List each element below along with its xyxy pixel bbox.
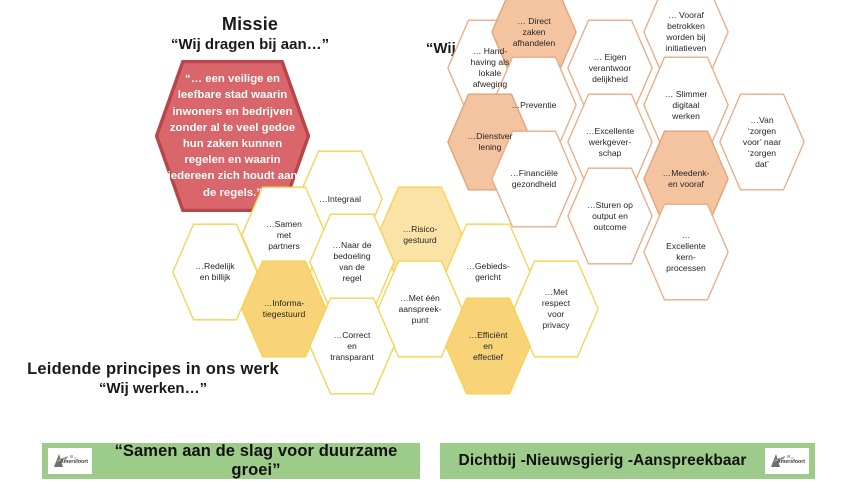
svg-text:Amersfoort: Amersfoort	[777, 459, 805, 465]
visie-hexagon-label: …Excellente werkgever- schap	[585, 125, 635, 158]
visie-hexagon-label: … Eigen verantwoor delijkheid	[588, 51, 632, 84]
principes-subtitle: “Wij werken…”	[98, 379, 208, 397]
visie-hexagon-label: … Hand- having als lokale afweging	[470, 46, 510, 89]
amersfoort-logo-icon: Amersfoort	[48, 448, 92, 474]
visie-hexagon-label: …Financiële gezondheid	[510, 168, 558, 189]
banner-right: Dichtbij -Nieuwsgierig -Aanspreekbaar Am…	[440, 443, 815, 479]
visie-hexagon: … Eigen verantwoor delijkheid	[567, 19, 653, 117]
principe-hexagon-label: …Met respect voor privacy	[541, 287, 571, 330]
visie-hexagon: … Excellente kern- processen	[643, 203, 729, 301]
missie-title: Missie	[221, 14, 279, 34]
visie-hexagon-label: … Direct zaken afhandelen	[512, 15, 556, 48]
visie-hexagon: … Slimmer digitaal werken	[643, 56, 729, 154]
visie-hexagon-label: …Dienstver lening	[467, 131, 513, 152]
visie-hexagon-label: … Slimmer digitaal werken	[664, 88, 708, 121]
principe-hexagon-label: …Gebieds- gericht	[466, 261, 510, 282]
visie-hexagon-label: … Vooraf betrokken worden bij initiatiev…	[665, 10, 707, 53]
banner-left-text: “Samen aan de slag voor duurzame groei”	[114, 442, 398, 479]
visie-hexagon: …Financiële gezondheid	[491, 130, 577, 228]
visie-hexagon-label: …Van ‘zorgen voor’ naar ‘zorgen dat’	[742, 114, 782, 169]
principe-hexagon-label: …Risico- gestuurd	[402, 224, 438, 245]
mission-statement-hexagon: “… een veilige en leefbare stad waarin i…	[155, 60, 310, 212]
visie-hexagon-label: … Excellente kern- processen	[666, 230, 706, 273]
principe-hexagon: …Efficiënt en effectief	[445, 297, 531, 395]
principe-hexagon-label: …Redelijk en billijk	[195, 261, 235, 282]
principe-hexagon-label: …Informa- tiegestuurd	[262, 298, 306, 319]
principe-hexagon: …Informa- tiegestuurd	[241, 260, 327, 358]
banner-left: Amersfoort “Samen aan de slag voor duurz…	[42, 442, 420, 479]
principe-hexagon-label: …Met één aanspreek- punt	[398, 292, 442, 325]
principe-hexagon-label: …Integraal	[318, 193, 362, 204]
visie-hexagon-label: …Meedenk- en vooraf	[662, 168, 710, 189]
principe-hexagon: …Redelijk en billijk	[172, 223, 258, 321]
banner-right-text: Dichtbij -Nieuwsgierig -Aanspreekbaar	[458, 452, 747, 469]
principe-hexagon: …Correct en transparant	[309, 297, 395, 395]
mission-statement-text: “… een veilige en leefbare stad waarin i…	[167, 73, 298, 199]
amersfoort-logo-icon: Amersfoort	[765, 448, 809, 474]
missie-subtitle: “Wij dragen bij aan…”	[170, 35, 330, 53]
visie-hexagon-label: …Sturen op output en outcome	[587, 199, 633, 232]
svg-text:Amersfoort: Amersfoort	[60, 459, 88, 465]
visie-hexagon: …Sturen op output en outcome	[567, 167, 653, 265]
principe-hexagon-label: …Correct en transparant	[330, 329, 374, 362]
principes-heading: Leidende principes in ons werk “Wij werk…	[8, 360, 298, 398]
principe-hexagon-label: …Efficiënt en effectief	[468, 329, 508, 362]
principe-hexagon-label: …Samen met partners	[266, 218, 302, 251]
missie-heading: Missie “Wij dragen bij aan…”	[150, 14, 350, 54]
visie-hexagon: …Excellente werkgever- schap	[567, 93, 653, 191]
visie-hexagon-label: …Preventie	[511, 99, 557, 110]
principe-hexagon-label: …Naar de bedoeling van de regel	[332, 240, 372, 283]
principes-title: Leidende principes in ons werk	[27, 360, 279, 378]
visie-hexagon: …Van ‘zorgen voor’ naar ‘zorgen dat’	[719, 93, 805, 191]
